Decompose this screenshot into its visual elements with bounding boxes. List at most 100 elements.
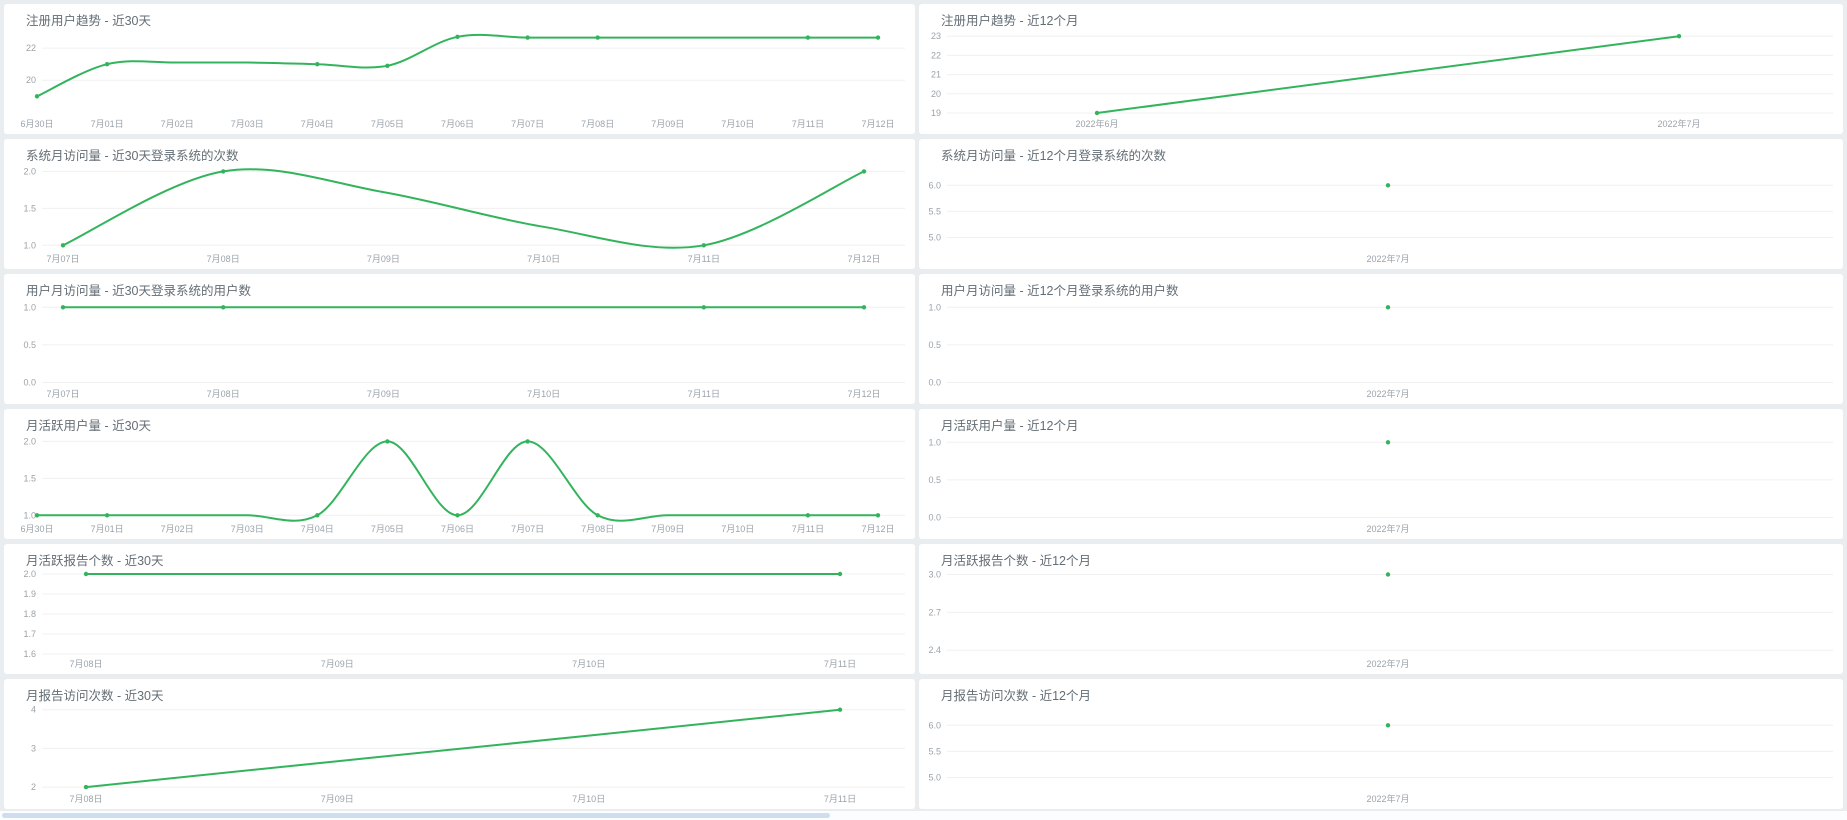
x-tick-label: 7月11日: [824, 659, 856, 669]
data-point-marker: [104, 513, 110, 518]
chart-canvas-monthly-active-reports-12m[interactable]: 3.0 2.7 2.4 2022年7月: [919, 570, 1843, 674]
y-tick-label: 1.0: [23, 302, 36, 312]
x-tick-label: 7月05日: [371, 524, 404, 534]
chart-panel-monthly-active-reports-12m: 月活跃报告个数 - 近12个月 3.0 2.7 2.4 2022年7月: [919, 544, 1843, 674]
chart-title: 系统月访问量 - 近30天登录系统的次数: [26, 149, 239, 163]
chart-panel-monthly-report-visits-30d: 月报告访问次数 - 近30天 4 3 2 7月08日 7月09日 7月10日 7月11日: [4, 679, 915, 809]
data-point-marker: [875, 35, 881, 40]
data-point-marker: [1385, 305, 1391, 310]
chart-canvas-monthly-active-users-12m[interactable]: 1.0 0.5 0.0 2022年7月: [919, 435, 1843, 539]
y-tick-label: 23: [931, 31, 941, 41]
y-tick-label: 0.0: [23, 378, 36, 388]
x-tick-label: 7月08日: [207, 389, 240, 399]
x-tick-label: 7月08日: [581, 119, 614, 129]
chart-panel-monthly-active-users-12m: 月活跃用户量 - 近12个月 1.0 0.5 0.0 2022年7月: [919, 409, 1843, 539]
y-tick-label: 1.9: [23, 589, 36, 599]
x-tick-label: 7月09日: [367, 254, 400, 264]
chart-title: 月报告访问次数 - 近12个月: [941, 689, 1092, 703]
chart-canvas-monthly-report-visits-30d[interactable]: 4 3 2 7月08日 7月09日 7月10日 7月11日: [4, 705, 915, 809]
data-point-marker: [805, 35, 811, 40]
x-tick-label: 7月02日: [161, 119, 194, 129]
y-tick-label: 1.5: [23, 473, 36, 483]
chart-canvas-user-monthly-visits-12m[interactable]: 1.0 0.5 0.0 2022年7月: [919, 300, 1843, 404]
y-tick-label: 0.0: [928, 378, 941, 388]
chart-canvas-registered-users-trend-30d[interactable]: 22 20 6月30日 7月01日 7月02日 7月03日 7月04日 7月05日 7月06日 7…: [4, 30, 915, 134]
x-tick-label: 7月11日: [688, 254, 720, 264]
x-tick-label: 7月03日: [231, 119, 264, 129]
bottom-scroll-track: [0, 811, 1847, 820]
data-point-marker: [83, 571, 89, 577]
data-point-marker: [34, 94, 40, 99]
data-point-marker: [455, 513, 460, 518]
data-point-marker: [385, 439, 390, 444]
y-tick-label: 1.0: [23, 240, 36, 250]
x-tick-label: 7月10日: [527, 389, 560, 399]
x-tick-label: 7月07日: [511, 524, 544, 534]
data-point-marker: [595, 513, 600, 518]
x-tick-label: 7月10日: [572, 659, 605, 669]
chart-panel-user-monthly-visits-30d: 用户月访问量 - 近30天登录系统的用户数 1.0 0.5 0.0 7月07日 7月08…: [4, 274, 915, 404]
x-tick-label: 2022年7月: [1366, 253, 1409, 264]
y-tick-label: 2: [31, 782, 36, 792]
y-tick-label: 1.0: [928, 302, 941, 312]
x-tick-label: 7月02日: [161, 524, 194, 534]
x-tick-label: 7月11日: [792, 119, 824, 129]
data-point-marker: [861, 305, 867, 310]
chart-canvas-system-monthly-visits-12m[interactable]: 6.0 5.5 5.0 2022年7月: [919, 165, 1843, 269]
x-tick-label: 7月07日: [46, 254, 79, 264]
y-tick-label: 1.5: [23, 203, 36, 213]
x-tick-label: 7月08日: [207, 254, 240, 264]
y-tick-label: 1.6: [23, 649, 36, 659]
chart-panel-user-monthly-visits-12m: 用户月访问量 - 近12个月登录系统的用户数 1.0 0.5 0.0 2022年7月: [919, 274, 1843, 404]
x-tick-label: 7月10日: [721, 119, 754, 129]
x-tick-label: 7月06日: [441, 119, 474, 129]
y-tick-label: 5.5: [928, 206, 941, 216]
data-point-marker: [861, 169, 867, 174]
chart-title: 系统月访问量 - 近12个月登录系统的次数: [941, 149, 1167, 163]
data-point-marker: [525, 439, 530, 444]
y-tick-label: 2.4: [928, 645, 941, 655]
y-tick-label: 2.0: [23, 570, 36, 579]
x-tick-label: 7月09日: [651, 119, 684, 129]
x-tick-label: 2022年6月: [1075, 118, 1118, 129]
y-tick-label: 2.0: [23, 436, 36, 446]
x-tick-label: 7月11日: [792, 524, 824, 534]
data-point-marker: [1676, 34, 1682, 39]
x-tick-label: 7月07日: [46, 389, 79, 399]
y-tick-label: 1.0: [928, 437, 941, 447]
data-point-marker: [455, 34, 460, 39]
chart-canvas-monthly-active-users-30d[interactable]: 2.0 1.5 1.0 6月30日 7月01日 7月02日 7月03日 7月04日 7月05日 7…: [4, 435, 915, 539]
horizontal-scrollbar[interactable]: [2, 813, 830, 818]
chart-canvas-registered-users-trend-12m[interactable]: 23 22 21 20 19 2022年6月 2022年7月: [919, 30, 1843, 134]
data-point-marker: [1385, 572, 1391, 577]
y-tick-label: 1.0: [23, 510, 36, 520]
x-tick-label: 7月06日: [441, 524, 474, 534]
x-tick-label: 7月12日: [847, 389, 880, 399]
data-point-marker: [1094, 110, 1100, 116]
x-tick-label: 2022年7月: [1366, 658, 1409, 669]
series-line: [36, 440, 879, 522]
data-point-marker: [104, 62, 110, 67]
data-point-marker: [525, 35, 530, 40]
data-point-marker: [315, 62, 320, 67]
chart-title: 月报告访问次数 - 近30天: [26, 689, 164, 703]
y-tick-label: 19: [931, 108, 941, 118]
chart-title: 用户月访问量 - 近12个月登录系统的用户数: [941, 284, 1179, 298]
x-tick-label: 7月05日: [371, 119, 404, 129]
chart-canvas-monthly-active-reports-30d[interactable]: 2.0 1.9 1.8 1.7 1.6 7月08日 7月09日 7月10日 7月11日: [4, 570, 915, 674]
y-tick-label: 2.0: [23, 166, 36, 176]
x-tick-label: 6月30日: [20, 524, 53, 534]
chart-canvas-monthly-report-visits-12m[interactable]: 6.0 5.5 5.0 2022年7月: [919, 705, 1843, 809]
y-tick-label: 5.5: [928, 746, 941, 756]
chart-canvas-user-monthly-visits-30d[interactable]: 1.0 0.5 0.0 7月07日 7月08日 7月09日 7月10日 7月11日 7月12日: [4, 300, 915, 404]
chart-title: 月活跃用户量 - 近12个月: [941, 419, 1079, 433]
data-point-marker: [34, 513, 40, 518]
y-tick-label: 22: [26, 43, 36, 53]
chart-panel-registered-users-trend-30d: 注册用户趋势 - 近30天 22 20 6月30日 7月01日 7月02日 7月03日 7月…: [4, 4, 915, 134]
chart-title: 月活跃报告个数 - 近12个月: [941, 554, 1092, 568]
chart-title: 注册用户趋势 - 近12个月: [941, 14, 1079, 28]
data-point-marker: [83, 784, 89, 790]
chart-canvas-system-monthly-visits-30d[interactable]: 2.0 1.5 1.0 7月07日 7月08日 7月09日 7月10日 7月11日 7月12日: [4, 165, 915, 269]
chart-panel-system-monthly-visits-12m: 系统月访问量 - 近12个月登录系统的次数 6.0 5.5 5.0 2022年7月: [919, 139, 1843, 269]
